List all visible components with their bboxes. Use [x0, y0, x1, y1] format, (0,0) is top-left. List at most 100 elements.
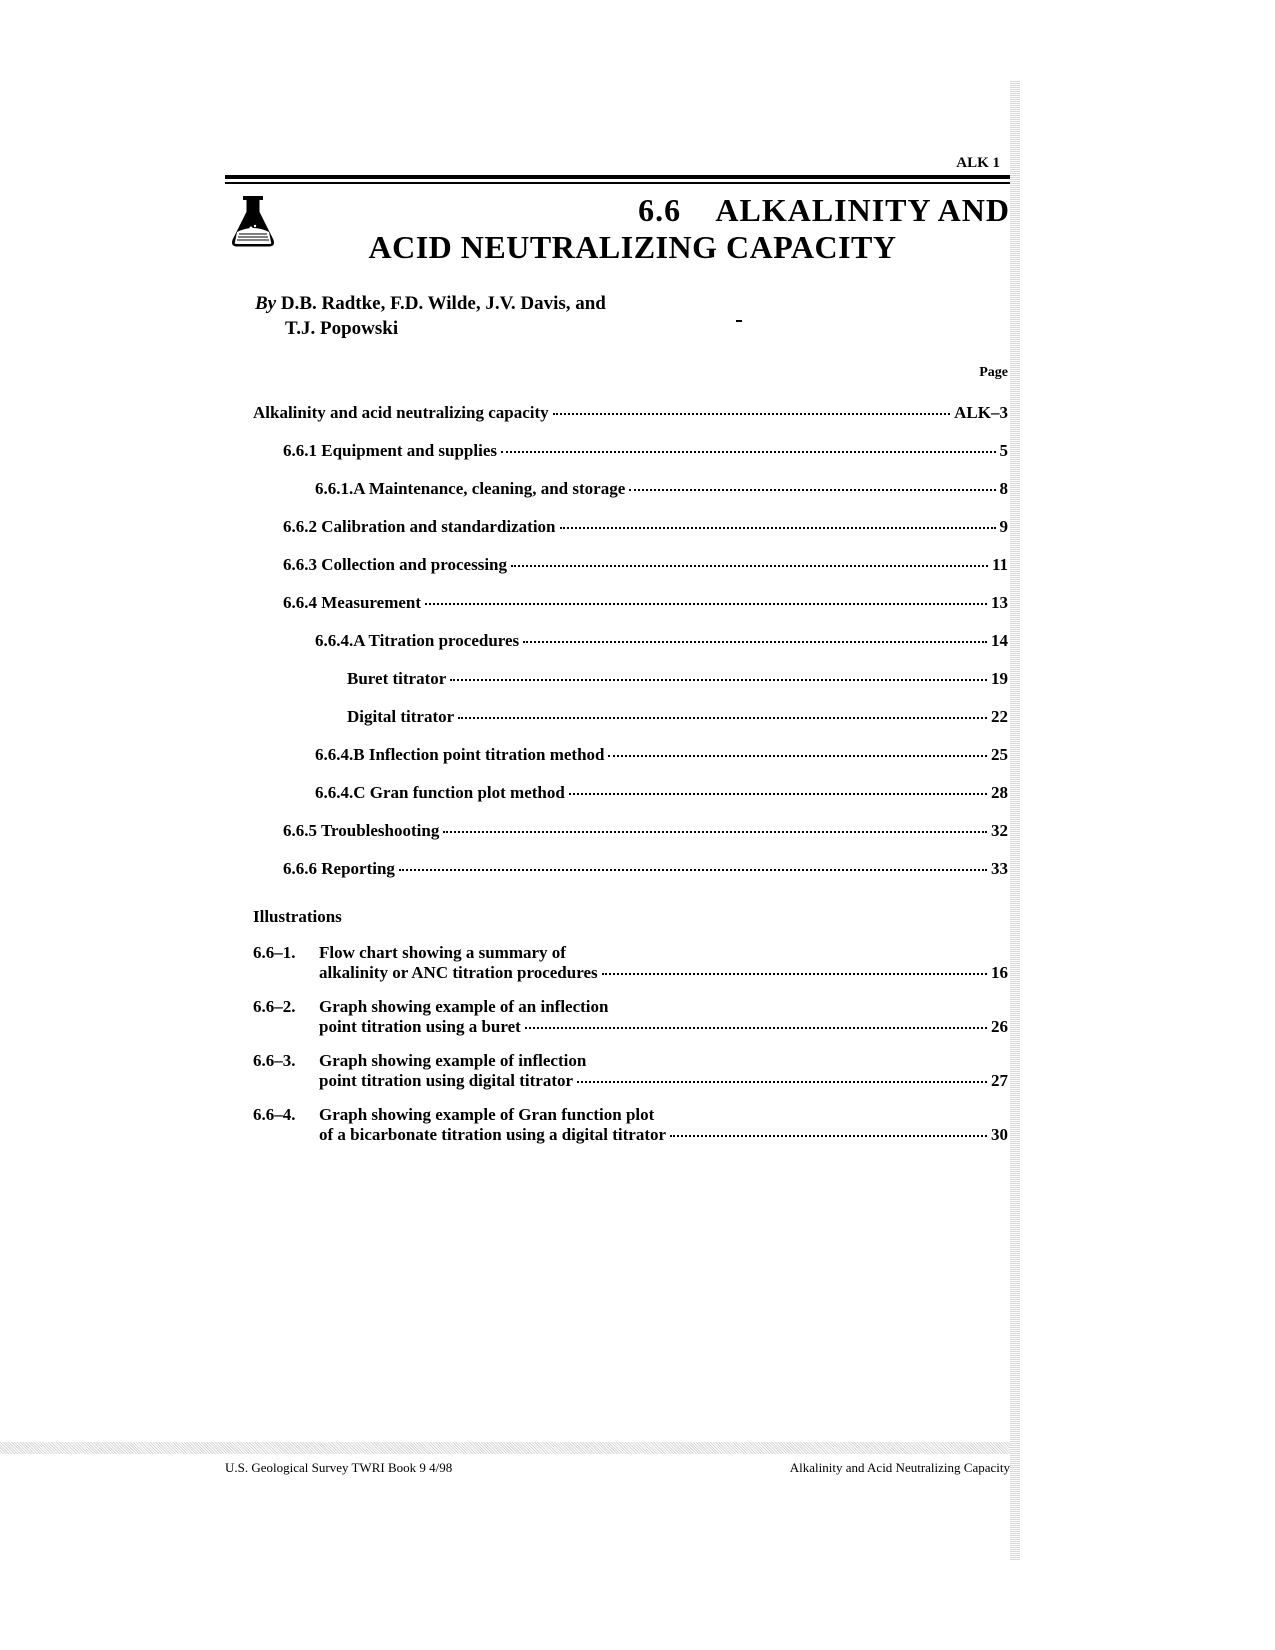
illus-body: Graph showing example of Gran function p…	[319, 1105, 1008, 1145]
toc-page: 19	[991, 669, 1008, 689]
toc-page: 22	[991, 707, 1008, 727]
decorative-shade-side	[1010, 275, 1020, 1560]
toc-dots	[608, 755, 987, 757]
illus-line2: point titration using a buret	[319, 1017, 521, 1037]
toc-entry: Buret titrator 19	[347, 669, 1008, 689]
illus-line1: Graph showing example of Gran function p…	[319, 1105, 1008, 1125]
toc-label: 6.6.5 Troubleshooting	[283, 821, 439, 841]
toc-dots	[450, 679, 987, 681]
illus-line2: of a bicarbonate titration using a digit…	[319, 1125, 666, 1145]
toc-dots	[458, 717, 987, 719]
toc-label: 6.6.3 Collection and processing	[283, 555, 507, 575]
illustrations-list: 6.6–1. Flow chart showing a summary of a…	[253, 943, 1008, 1145]
section-number: 6.6	[638, 192, 681, 228]
title-line-2: ACID NEUTRALIZING CAPACITY	[255, 229, 1010, 266]
title-block: 6.6 ALKALINITY AND ACID NEUTRALIZING CAP…	[225, 192, 1010, 266]
toc-entry: 6.6.1 Equipment and supplies 5	[283, 441, 1008, 461]
authors-line1: D.B. Radtke, F.D. Wilde, J.V. Davis, and	[281, 293, 606, 314]
toc-label: Digital titrator	[347, 707, 454, 727]
toc-label: 6.6.4 Measurement	[283, 593, 421, 613]
toc-page: 13	[991, 593, 1008, 613]
illus-line1: Graph showing example of inflection	[319, 1051, 1008, 1071]
illus-line2-row: point titration using a buret 26	[319, 1017, 1008, 1037]
table-of-contents: Alkalinity and acid neutralizing capacit…	[253, 403, 1008, 879]
decorative-shade-top	[1010, 80, 1020, 280]
illus-number: 6.6–2.	[253, 997, 319, 1017]
illustrations-heading: Illustrations	[253, 907, 1010, 927]
illustration-entry: 6.6–4. Graph showing example of Gran fun…	[253, 1105, 1008, 1145]
toc-dots	[443, 831, 987, 833]
toc-label: Alkalinity and acid neutralizing capacit…	[253, 403, 549, 423]
toc-label: 6.6.1 Equipment and supplies	[283, 441, 497, 461]
footer-decorative-rule	[0, 1442, 1010, 1454]
illustration-entry: 6.6–3. Graph showing example of inflecti…	[253, 1051, 1008, 1091]
page-column-header: Page	[225, 365, 1008, 381]
toc-entry: 6.6.1.A Maintenance, cleaning, and stora…	[315, 479, 1008, 499]
toc-entry: 6.6.4.A Titration procedures 14	[315, 631, 1008, 651]
toc-label: 6.6.1.A Maintenance, cleaning, and stora…	[315, 479, 625, 499]
toc-page: 5	[1000, 441, 1009, 461]
footer: U.S. Geological Survey TWRI Book 9 4/98 …	[225, 1460, 1010, 1476]
illus-number: 6.6–1.	[253, 943, 319, 963]
illus-dots	[525, 1027, 987, 1029]
illus-line1: Flow chart showing a summary of	[319, 943, 1008, 963]
title-text-line1: ALKALINITY AND	[715, 192, 1010, 228]
toc-entry: 6.6.4.B Inflection point titration metho…	[315, 745, 1008, 765]
toc-entry: Alkalinity and acid neutralizing capacit…	[253, 403, 1008, 423]
toc-entry: 6.6.4.C Gran function plot method 28	[315, 783, 1008, 803]
header-page-number: ALK 1	[956, 155, 1000, 172]
header-page-digit: 1	[993, 155, 1001, 171]
document-page: ALK 1 6.6	[0, 0, 1275, 1650]
footer-left: U.S. Geological Survey TWRI Book 9 4/98	[225, 1460, 452, 1476]
illus-page: 16	[991, 963, 1008, 983]
toc-dots	[399, 869, 987, 871]
toc-label: 6.6.2 Calibration and standardization	[283, 517, 556, 537]
toc-label: Buret titrator	[347, 669, 446, 689]
toc-label: 6.6.4.B Inflection point titration metho…	[315, 745, 604, 765]
toc-page: ALK–3	[954, 403, 1008, 423]
toc-entry: 6.6.5 Troubleshooting 32	[283, 821, 1008, 841]
illus-dots	[577, 1081, 987, 1083]
toc-entry: 6.6.4 Measurement 13	[283, 593, 1008, 613]
toc-label: 6.6.4.C Gran function plot method	[315, 783, 565, 803]
illus-body: Graph showing example of inflection poin…	[319, 1051, 1008, 1091]
toc-entry: 6.6.3 Collection and processing 11	[283, 555, 1008, 575]
illustration-entry: 6.6–2. Graph showing example of an infle…	[253, 997, 1008, 1037]
illus-line2: alkalinity or ANC titration procedures	[319, 963, 598, 983]
title-line-1: 6.6 ALKALINITY AND	[225, 192, 1010, 229]
authors-line2: T.J. Popowski	[285, 318, 1010, 340]
illus-dots	[670, 1135, 987, 1137]
toc-entry: Digital titrator 22	[347, 707, 1008, 727]
toc-page: 14	[991, 631, 1008, 651]
header-page-label: ALK	[956, 155, 989, 171]
toc-page: 33	[991, 859, 1008, 879]
illus-dots	[602, 973, 987, 975]
illus-line2-row: of a bicarbonate titration using a digit…	[319, 1125, 1008, 1145]
toc-page: 32	[991, 821, 1008, 841]
toc-page: 25	[991, 745, 1008, 765]
illus-line2-row: point titration using digital titrator 2…	[319, 1071, 1008, 1091]
toc-page: 9	[1000, 517, 1009, 537]
toc-dots	[501, 451, 996, 453]
toc-dots	[629, 489, 995, 491]
illus-line2-row: alkalinity or ANC titration procedures 1…	[319, 963, 1008, 983]
flask-icon	[225, 194, 281, 259]
toc-dots	[553, 413, 951, 415]
illus-page: 30	[991, 1125, 1008, 1145]
toc-page: 8	[1000, 479, 1009, 499]
toc-label: 6.6.4.A Titration procedures	[315, 631, 519, 651]
toc-entry: 6.6.6 Reporting 33	[283, 859, 1008, 879]
content-area: 6.6 ALKALINITY AND ACID NEUTRALIZING CAP…	[225, 175, 1010, 1159]
toc-dots	[511, 565, 988, 567]
footer-right: Alkalinity and Acid Neutralizing Capacit…	[790, 1460, 1010, 1476]
illus-line1: Graph showing example of an inflection	[319, 997, 1008, 1017]
illustration-entry: 6.6–1. Flow chart showing a summary of a…	[253, 943, 1008, 983]
illus-line2: point titration using digital titrator	[319, 1071, 573, 1091]
toc-dots	[569, 793, 987, 795]
title-rule-thick	[225, 175, 1010, 179]
toc-page: 11	[992, 555, 1008, 575]
illus-body: Flow chart showing a summary of alkalini…	[319, 943, 1008, 983]
by-word: By	[255, 293, 276, 314]
title-rule-thin	[225, 182, 1010, 184]
illus-body: Graph showing example of an inflection p…	[319, 997, 1008, 1037]
